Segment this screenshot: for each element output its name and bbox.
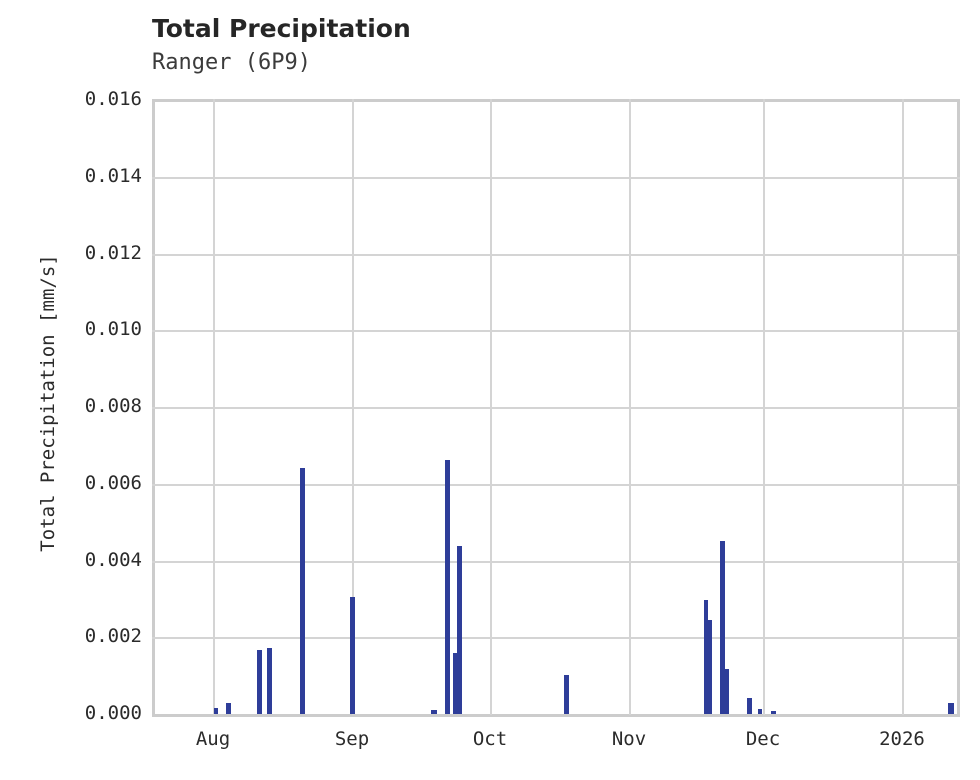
y-axis-tick-label: 0.008 [84, 395, 142, 417]
gridline-horizontal [152, 560, 960, 563]
bar [457, 545, 462, 714]
gridline-vertical [763, 99, 765, 715]
gridline-vertical [213, 99, 215, 715]
axis-spine-bottom [152, 714, 960, 717]
x-axis-tick-label: Sep [334, 728, 370, 750]
y-axis-tick-label: 0.016 [84, 88, 142, 110]
gridline-vertical [490, 99, 492, 715]
x-axis-tick-label: Dec [745, 728, 781, 750]
gridline-vertical [629, 99, 631, 715]
bar [226, 703, 231, 714]
axis-spine-top [152, 99, 960, 102]
y-axis-tick-label: 0.000 [84, 702, 142, 724]
bar [453, 652, 457, 714]
plot-area [152, 99, 960, 717]
gridline-horizontal [152, 407, 960, 409]
bar [300, 468, 305, 714]
bar [948, 702, 954, 714]
gridline-horizontal [152, 637, 960, 640]
x-axis-tick-label: Aug [195, 728, 231, 750]
chart-subtitle: Ranger (6P9) [152, 50, 311, 75]
bar [771, 710, 776, 714]
bar [445, 459, 450, 714]
page-title: Total Precipitation [152, 14, 411, 43]
bar [704, 599, 708, 714]
bar [267, 648, 272, 714]
bar [708, 619, 712, 714]
x-axis-tick-label: Nov [611, 728, 647, 750]
y-axis-tick-label: 0.012 [84, 241, 142, 264]
x-axis-tick-label: Oct [472, 728, 508, 750]
y-axis-tick-label: 0.006 [84, 471, 142, 494]
gridline-vertical [352, 99, 354, 715]
gridline-horizontal [152, 253, 960, 256]
y-axis-tick-label: 0.010 [84, 318, 142, 341]
bar [720, 541, 725, 714]
bar [431, 710, 437, 714]
bar [257, 649, 262, 714]
y-axis-tick-label: 0.014 [84, 164, 142, 187]
bar [350, 596, 355, 714]
bar [564, 674, 569, 714]
x-axis-tick-label: 2026 [879, 728, 925, 750]
y-axis-tick-label: 0.002 [84, 625, 142, 648]
gridline-horizontal [152, 176, 960, 179]
y-axis-tick-label: 0.004 [84, 548, 142, 571]
bar [747, 697, 752, 714]
y-axis-tick-labels: 0.000 0.002 0.004 0.006 0.008 0.010 0.012 0.014… [10, 0, 142, 780]
gridline-vertical [902, 99, 904, 715]
gridline-horizontal [152, 330, 960, 333]
bar [214, 708, 218, 714]
bar [758, 709, 762, 714]
gridline-horizontal [152, 483, 960, 486]
bar [725, 668, 729, 714]
